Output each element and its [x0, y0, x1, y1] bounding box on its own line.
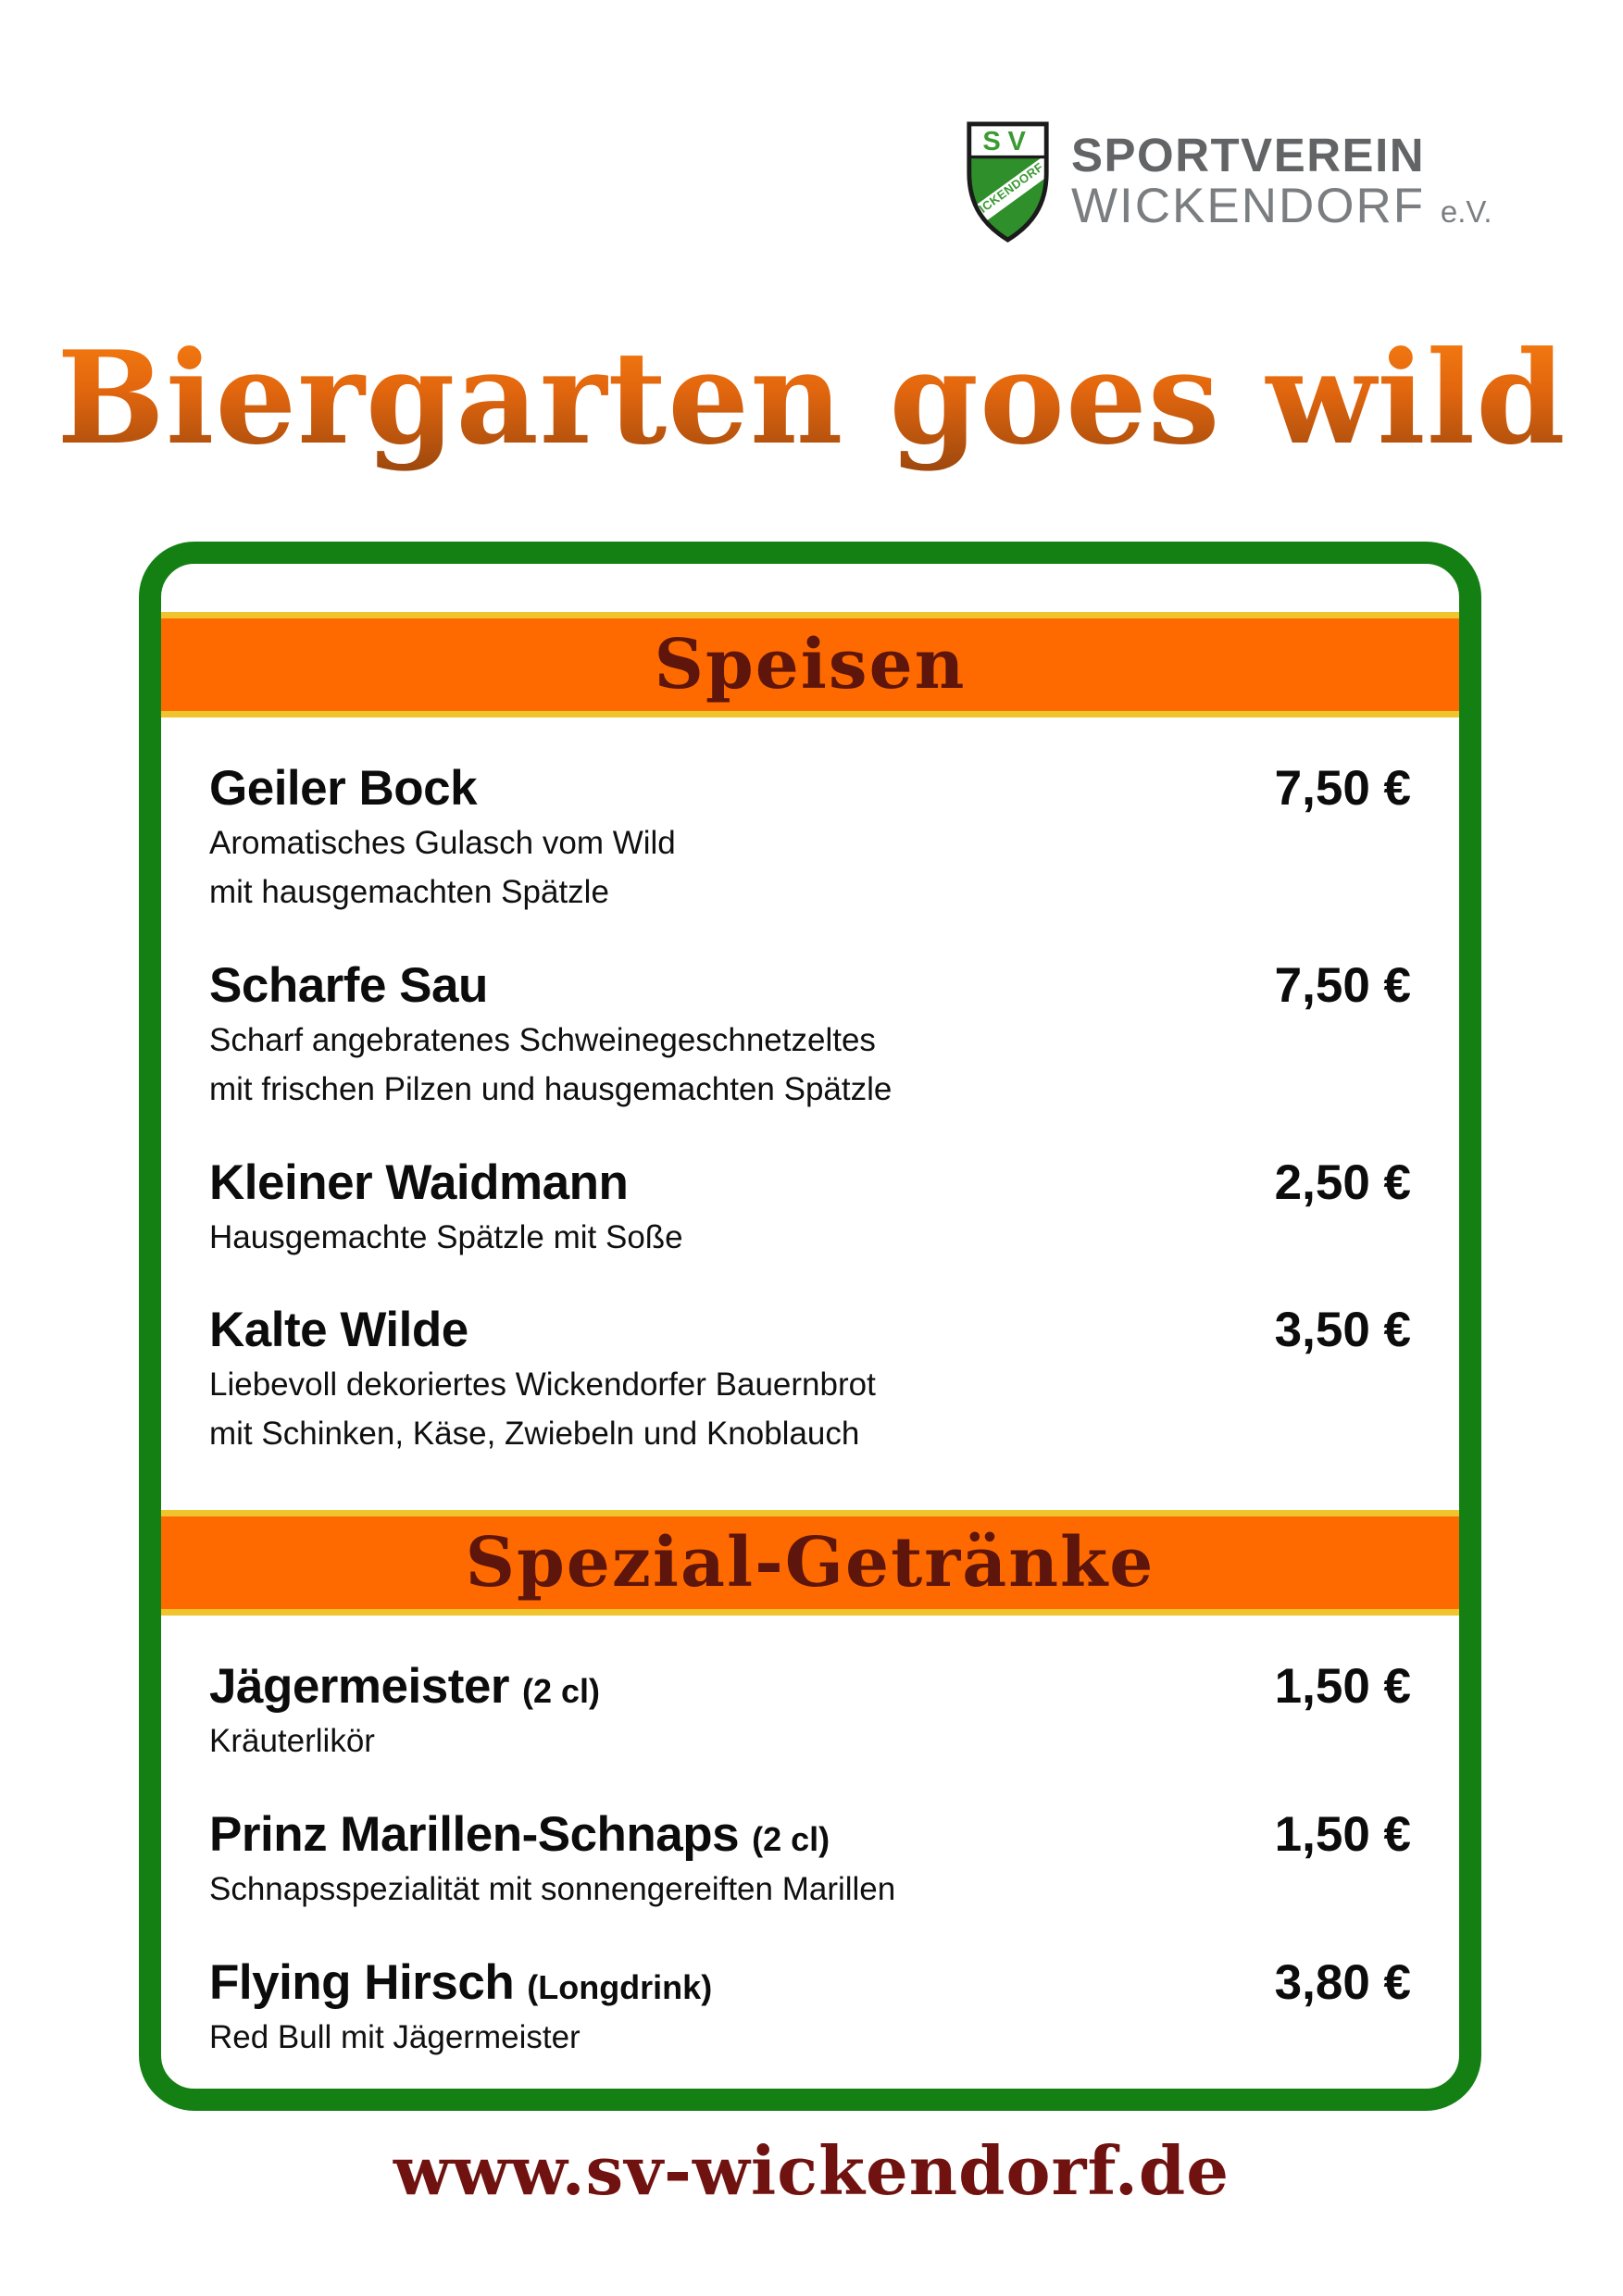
- item-name: Prinz Marillen-Schnaps: [209, 1807, 740, 1863]
- menu-item: Jägermeister (2 cl) 1,50 € Kräuterlikör: [209, 1658, 1411, 1764]
- menu-item: Geiler Bock 7,50 € Aromatisches Gulasch …: [209, 760, 1411, 915]
- item-price: 3,50 €: [1274, 1303, 1411, 1358]
- club-shield-icon: WICKENDORF SV: [967, 121, 1049, 243]
- item-description: Schnapsspezialität mit sonnengereiften M…: [209, 1871, 896, 1908]
- item-price: 1,50 €: [1274, 1807, 1411, 1863]
- menu-item: Scharfe Sau 7,50 € Scharf angebratenes S…: [209, 957, 1411, 1112]
- menu-item: Kalte Wilde 3,50 € Liebevoll dekoriertes…: [209, 1302, 1411, 1456]
- menu-item: Kleiner Waidmann 2,50 € Hausgemachte Spä…: [209, 1154, 1411, 1260]
- item-price: 7,50 €: [1274, 761, 1411, 816]
- menu-item: Flying Hirsch (Longdrink) 3,80 € Red Bull…: [209, 1954, 1411, 2060]
- item-name: Kalte Wilde: [209, 1303, 468, 1358]
- section-heading-label: Spezial-Getränke: [465, 1523, 1155, 1603]
- item-name: Kleiner Waidmann: [209, 1154, 629, 1210]
- item-name: Jägermeister: [209, 1659, 509, 1715]
- item-title: Prinz Marillen-Schnaps (2 cl): [209, 1806, 830, 1863]
- item-description: Scharf angebratenes Schweinegeschnetzelt…: [209, 1021, 876, 1058]
- item-title: Jägermeister (2 cl): [209, 1658, 600, 1715]
- menu-card: Speisen Geiler Bock 7,50 € Aromatisches …: [139, 542, 1481, 2111]
- item-name: Flying Hirsch: [209, 1955, 515, 2011]
- item-description: mit Schinken, Käse, Zwiebeln und Knoblau…: [209, 1416, 860, 1453]
- item-name: Geiler Bock: [209, 761, 478, 816]
- page-title: Biergarten goes wild: [0, 322, 1623, 473]
- item-price: 2,50 €: [1274, 1154, 1411, 1210]
- club-logo: WICKENDORF SV SPORTVEREIN WICKENDORF e.V…: [963, 117, 1492, 246]
- website-url: www.sv-wickendorf.de: [393, 2131, 1230, 2210]
- org-name-line1: SPORTVEREIN: [1071, 128, 1426, 181]
- item-size: (2 cl): [752, 1820, 830, 1859]
- item-description: mit frischen Pilzen und hausgemachten Sp…: [209, 1070, 893, 1107]
- item-price: 1,50 €: [1274, 1659, 1411, 1715]
- org-name-line2: WICKENDORF e.V.: [1071, 178, 1492, 233]
- item-description: Aromatisches Gulasch vom Wild: [209, 825, 676, 861]
- section-heading-label: Speisen: [654, 625, 967, 705]
- food-items: Geiler Bock 7,50 € Aromatisches Gulasch …: [161, 760, 1459, 1456]
- item-price: 3,80 €: [1274, 1955, 1411, 2011]
- item-description: Red Bull mit Jägermeister: [209, 2019, 581, 2056]
- item-name: Scharfe Sau: [209, 957, 488, 1013]
- svg-text:SV: SV: [982, 127, 1032, 156]
- item-size: (2 cl): [521, 1672, 601, 1711]
- item-description: mit hausgemachten Spätzle: [209, 873, 609, 910]
- item-description: Hausgemachte Spätzle mit Soße: [209, 1218, 683, 1255]
- item-description: Liebevoll dekoriertes Wickendorfer Bauer…: [209, 1366, 876, 1404]
- item-description: Kräuterlikör: [209, 1723, 375, 1760]
- item-size: (Longdrink): [527, 1968, 713, 2007]
- section-heading-speisen: Speisen: [161, 612, 1459, 718]
- org-suffix: e.V.: [1440, 193, 1492, 229]
- item-title: Flying Hirsch (Longdrink): [209, 1954, 712, 2011]
- menu-item: Prinz Marillen-Schnaps (2 cl) 1,50 € Schn…: [209, 1806, 1411, 1912]
- section-heading-getraenke: Spezial-Getränke: [161, 1510, 1459, 1616]
- item-price: 7,50 €: [1274, 957, 1411, 1013]
- drink-items: Jägermeister (2 cl) 1,50 € Kräuterlikör P…: [161, 1658, 1459, 2060]
